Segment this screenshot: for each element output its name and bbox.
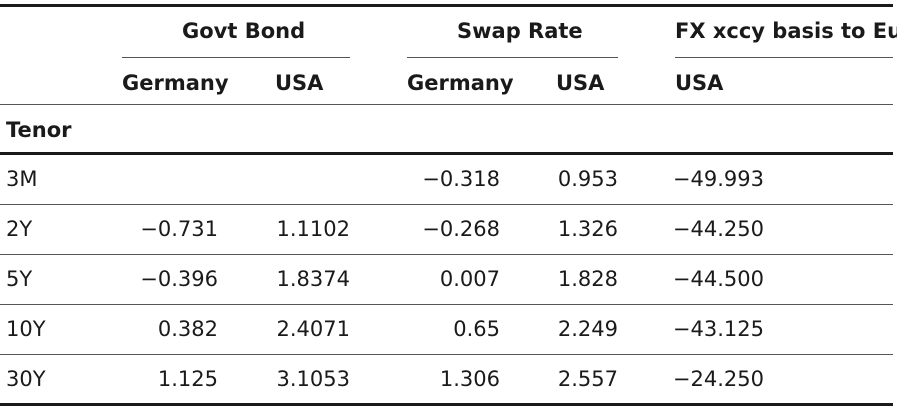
value-cell-swap-germany: 0.65 xyxy=(453,317,500,341)
top-rule xyxy=(0,4,893,7)
group-header-govt-bond: Govt Bond xyxy=(182,19,306,43)
group-header-fx-basis: FX xccy basis to Euro xyxy=(675,19,897,43)
header-rule xyxy=(0,104,893,105)
subcol-header-fx-usa: USA xyxy=(675,71,724,95)
tenor-cell: 10Y xyxy=(6,317,46,341)
value-cell-govt-usa: 3.1053 xyxy=(276,367,350,391)
group-rule-swap-rate xyxy=(407,57,618,58)
value-cell-govt-usa: 1.1102 xyxy=(276,217,350,241)
value-cell-fx-usa: −24.250 xyxy=(672,367,764,391)
value-cell-govt-germany: 0.382 xyxy=(157,317,218,341)
row-divider xyxy=(0,354,893,355)
value-cell-swap-usa: 2.557 xyxy=(557,367,618,391)
value-cell-govt-germany: 1.125 xyxy=(157,367,218,391)
tenor-cell: 30Y xyxy=(6,367,46,391)
value-cell-swap-germany: −0.268 xyxy=(422,217,500,241)
group-rule-fx-basis xyxy=(675,57,893,58)
value-cell-swap-usa: 0.953 xyxy=(557,167,618,191)
value-cell-swap-usa: 1.828 xyxy=(557,267,618,291)
value-cell-swap-usa: 2.249 xyxy=(557,317,618,341)
subcol-header-swap-usa: USA xyxy=(556,71,605,95)
value-cell-govt-germany: −0.731 xyxy=(140,217,218,241)
row-divider xyxy=(0,304,893,305)
value-cell-swap-germany: 1.306 xyxy=(439,367,500,391)
subcol-header-swap-germany: Germany xyxy=(407,71,514,95)
body-top-rule xyxy=(0,152,893,155)
value-cell-govt-germany: −0.396 xyxy=(140,267,218,291)
value-cell-fx-usa: −44.250 xyxy=(672,217,764,241)
bottom-rule xyxy=(0,403,893,406)
value-cell-fx-usa: −44.500 xyxy=(672,267,764,291)
subcol-header-govt-usa: USA xyxy=(275,71,324,95)
group-header-swap-rate: Swap Rate xyxy=(457,19,583,43)
value-cell-swap-usa: 1.326 xyxy=(557,217,618,241)
value-cell-fx-usa: −49.993 xyxy=(672,167,764,191)
tenor-cell: 5Y xyxy=(6,267,33,291)
value-cell-govt-usa: 2.4071 xyxy=(276,317,350,341)
value-cell-swap-germany: 0.007 xyxy=(439,267,500,291)
subcol-header-govt-germany: Germany xyxy=(122,71,229,95)
tenor-cell: 3M xyxy=(6,167,38,191)
stub-label-tenor: Tenor xyxy=(6,118,72,142)
value-cell-govt-usa: 1.8374 xyxy=(276,267,350,291)
value-cell-swap-germany: −0.318 xyxy=(422,167,500,191)
group-rule-govt-bond xyxy=(122,57,350,58)
row-divider xyxy=(0,254,893,255)
row-divider xyxy=(0,204,893,205)
tenor-cell: 2Y xyxy=(6,217,33,241)
value-cell-fx-usa: −43.125 xyxy=(672,317,764,341)
